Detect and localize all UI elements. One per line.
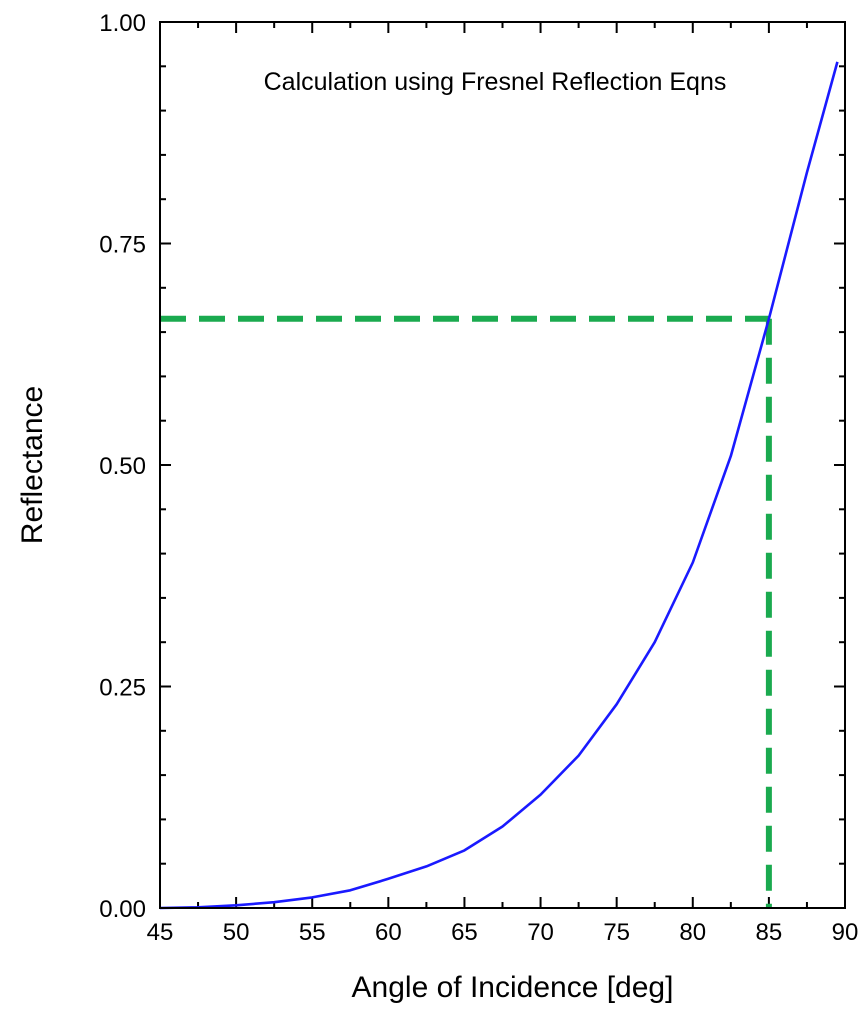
- y-tick-label: 1.00: [99, 10, 146, 37]
- x-tick-label: 90: [832, 919, 859, 946]
- x-tick-label: 80: [679, 919, 706, 946]
- x-tick-label: 50: [223, 919, 250, 946]
- x-tick-label: 55: [299, 919, 326, 946]
- x-tick-label: 45: [147, 919, 174, 946]
- series-layer: [159, 61, 839, 910]
- y-tick-label: 0.00: [99, 896, 146, 923]
- chart-annotation: Calculation using Fresnel Reflection Eqn…: [264, 68, 727, 96]
- plot-frame: [159, 21, 846, 909]
- x-axis-label: Angle of Incidence [deg]: [352, 971, 674, 1004]
- y-tick-label: 0.25: [99, 675, 146, 702]
- x-tick-label: 85: [756, 919, 783, 946]
- reference-lines: [160, 315, 772, 908]
- y-tick-label: 0.50: [99, 453, 146, 480]
- x-tick-label: 60: [375, 919, 402, 946]
- x-tick-label: 65: [451, 919, 478, 946]
- y-tick-label: 0.75: [99, 232, 146, 259]
- series-line: [159, 61, 839, 910]
- x-tick-label: 75: [603, 919, 630, 946]
- ticks-layer: [159, 21, 846, 909]
- y-axis-label: Reflectance: [16, 386, 49, 544]
- x-tick-label: 70: [527, 919, 554, 946]
- tick-labels-layer: 45 50 55 60 65 70 75 80 85 90 0.00 0.25 0.50 0.75 1.00: [99, 10, 858, 946]
